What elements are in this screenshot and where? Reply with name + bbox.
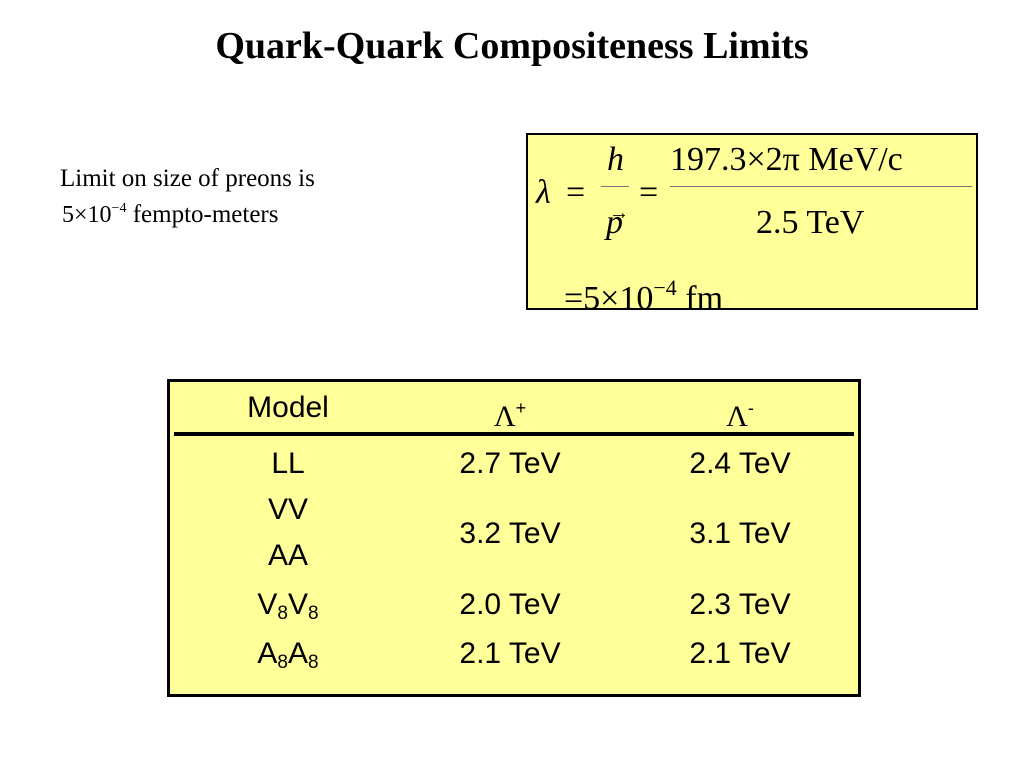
row-v8v8-model-sub-1: 8 — [277, 603, 288, 624]
preon-limit-exponent: −4 — [111, 201, 127, 216]
row-a8a8-model: A8A8 — [190, 636, 386, 681]
row-a8a8-model-sub-1: 8 — [277, 652, 288, 673]
formula-fraction-line-2 — [670, 186, 972, 187]
wavelength-formula-box: λ = h p → = 197.3×2π MeV/c 2.5 TeV =5×10… — [526, 133, 978, 317]
formula-fraction-line-1 — [601, 186, 629, 187]
row-v8v8-lambda-minus: 2.3 TeV — [689, 588, 791, 621]
row-vv-model: VV — [267, 493, 309, 526]
preon-limit-text: Limit on size of preons is 5×10−4 fempto… — [60, 164, 315, 230]
formula-equals-2: = — [639, 174, 659, 211]
row-a8a8-model-sub-2: 8 — [308, 652, 319, 673]
header-model: Model — [247, 391, 329, 424]
preon-limit-unit: fempto-meters — [126, 201, 279, 228]
row-v8v8-lambda-plus: 2.0 TeV — [459, 588, 561, 621]
row-vv-aa-lambda-plus: 3.2 TeV — [459, 517, 561, 550]
formula-p: p — [606, 204, 623, 241]
preon-limit-line1: Limit on size of preons is — [60, 165, 315, 192]
row-a8a8-lambda-minus: 2.1 TeV — [689, 637, 791, 670]
row-v8v8-model: V8V8 — [190, 587, 386, 632]
row-v8v8-model-base-2: V — [288, 588, 309, 621]
preon-limit-line2: 5×10−4 fempto-meters — [62, 194, 315, 230]
header-lambda-minus-symbol: Λ — [726, 400, 748, 433]
row-v8v8-model-base-1: V — [257, 588, 278, 621]
row-vv-aa-lambda-minus: 3.1 TeV — [689, 517, 791, 550]
row-ll-lambda-minus: 2.4 TeV — [689, 447, 791, 480]
row-ll-model: LL — [271, 447, 305, 480]
formula-result-exponent: −4 — [653, 275, 677, 300]
row-a8a8-model-base-1: A — [257, 637, 278, 670]
header-lambda-minus: Λ- — [628, 390, 852, 435]
formula-result-prefix: =5×10 — [564, 280, 654, 317]
row-ll-lambda-plus: 2.7 TeV — [459, 447, 561, 480]
header-divider — [174, 432, 854, 436]
row-v8v8-model-sub-2: 8 — [308, 603, 319, 624]
header-lambda-plus-symbol: Λ — [493, 400, 516, 433]
compositeness-limits-table: Model Λ+ Λ- LL 2.7 TeV 2.4 TeV VV 3.2 Te… — [167, 379, 861, 697]
header-minus-sign: - — [747, 398, 754, 418]
formula-vector-arrow: → — [609, 202, 629, 224]
formula-lambda: λ — [536, 174, 551, 211]
header-plus-sign: + — [515, 398, 527, 418]
formula-denominator: 2.5 TeV — [756, 204, 865, 241]
row-a8a8-lambda-plus: 2.1 TeV — [459, 637, 561, 670]
header-lambda-plus: Λ+ — [400, 390, 620, 435]
formula-result: =5×10−4 fm — [564, 268, 723, 319]
formula-equals-1: = — [566, 174, 586, 211]
page-title: Quark-Quark Compositeness Limits — [215, 25, 809, 67]
row-a8a8-model-base-2: A — [288, 637, 309, 670]
formula-numerator: 197.3×2π MeV/c — [670, 141, 903, 178]
formula-result-unit: fm — [685, 280, 724, 317]
preon-limit-value: 5×10 — [62, 202, 112, 228]
row-aa-model: AA — [267, 539, 309, 572]
formula-h: h — [607, 141, 624, 178]
